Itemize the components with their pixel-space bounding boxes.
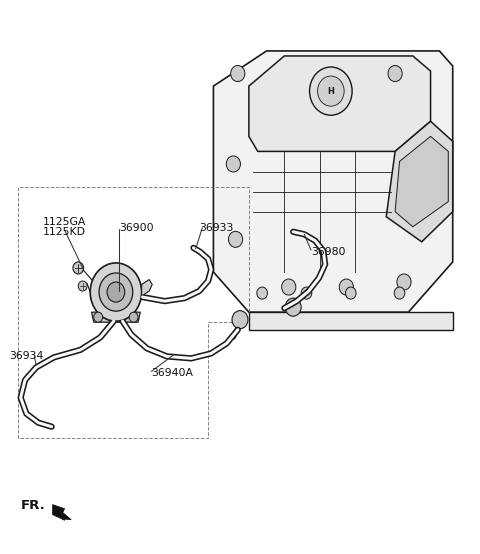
- Text: 36900: 36900: [120, 223, 154, 233]
- Circle shape: [282, 279, 296, 295]
- Text: 36934: 36934: [10, 351, 44, 361]
- Circle shape: [346, 287, 356, 299]
- Polygon shape: [386, 121, 453, 242]
- Circle shape: [388, 65, 402, 81]
- Polygon shape: [249, 56, 431, 151]
- Circle shape: [301, 287, 312, 299]
- Polygon shape: [142, 280, 152, 296]
- Circle shape: [394, 287, 405, 299]
- Circle shape: [94, 312, 103, 322]
- Polygon shape: [214, 51, 453, 312]
- Circle shape: [257, 287, 267, 299]
- Text: 1125GA: 1125GA: [43, 217, 86, 227]
- Polygon shape: [249, 312, 453, 330]
- Circle shape: [228, 231, 243, 247]
- Text: 36940A: 36940A: [151, 368, 193, 378]
- Text: 36980: 36980: [311, 247, 346, 257]
- Circle shape: [226, 156, 240, 172]
- Circle shape: [318, 76, 344, 106]
- Circle shape: [339, 279, 353, 295]
- Circle shape: [90, 263, 142, 321]
- Circle shape: [419, 193, 433, 209]
- Text: FR.: FR.: [21, 499, 46, 512]
- Polygon shape: [395, 136, 448, 227]
- Circle shape: [310, 67, 352, 115]
- Circle shape: [78, 281, 87, 291]
- Circle shape: [231, 65, 245, 81]
- Circle shape: [107, 282, 125, 302]
- Circle shape: [397, 274, 411, 290]
- Circle shape: [73, 262, 84, 274]
- Polygon shape: [52, 505, 71, 520]
- Circle shape: [232, 311, 248, 329]
- Text: 36933: 36933: [199, 223, 233, 233]
- Circle shape: [129, 312, 138, 322]
- Circle shape: [99, 273, 133, 311]
- Text: H: H: [327, 86, 334, 96]
- Text: 1125KD: 1125KD: [43, 227, 86, 237]
- Polygon shape: [92, 312, 140, 322]
- Circle shape: [285, 298, 301, 316]
